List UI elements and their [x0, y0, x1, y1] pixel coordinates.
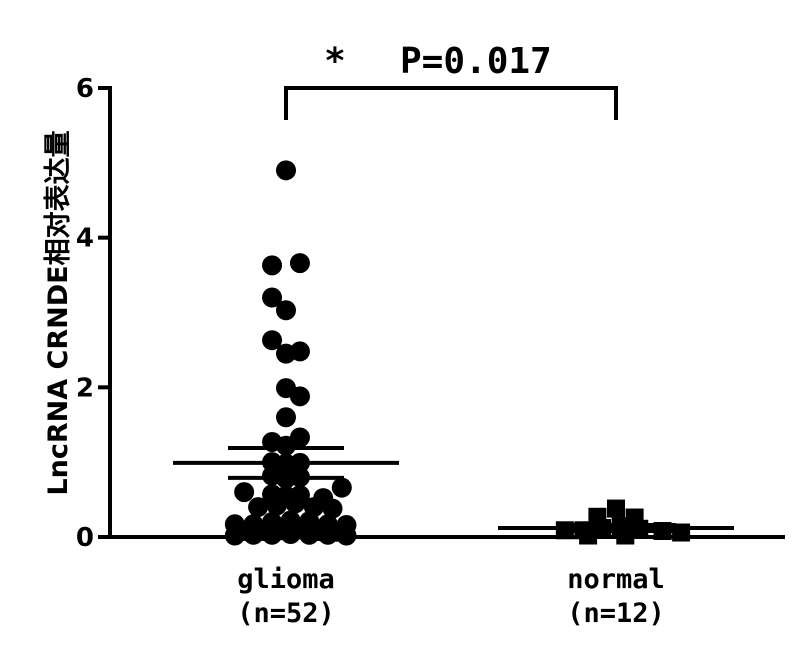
category-n-label-glioma: (n=52): [237, 598, 335, 629]
data-point-glioma: [332, 478, 352, 498]
category-label-glioma: glioma: [237, 564, 335, 595]
data-point-glioma: [262, 255, 282, 275]
data-point-glioma: [285, 493, 305, 513]
data-point-glioma: [276, 517, 296, 537]
significance-annotation: * P=0.017: [286, 41, 616, 120]
data-point-glioma: [276, 436, 296, 456]
data-point-glioma: [276, 300, 296, 320]
data-point-glioma: [290, 253, 310, 273]
y-tick-label: 0: [76, 523, 94, 553]
y-tick-label: 4: [76, 224, 94, 254]
y-axis-label: LncRNA CRNDE相对表达量: [43, 130, 74, 495]
data-point-glioma: [299, 525, 319, 545]
data-point-glioma: [290, 386, 310, 406]
data-point-glioma: [234, 482, 254, 502]
data-point-glioma: [225, 526, 245, 546]
p-value-label: P=0.017: [400, 41, 552, 82]
data-points: [225, 160, 690, 545]
data-point-glioma: [290, 341, 310, 361]
significance-star: *: [324, 41, 346, 82]
data-point-glioma: [248, 497, 268, 517]
data-point-glioma: [336, 526, 356, 546]
data-point-glioma: [243, 525, 263, 545]
y-tick-label: 2: [76, 373, 94, 403]
significance-bracket: [286, 88, 616, 120]
category-label-normal: normal: [567, 564, 665, 595]
data-point-glioma: [276, 160, 296, 180]
y-tick-label: 6: [76, 74, 94, 104]
category-n-label-normal: (n=12): [567, 598, 665, 629]
data-point-normal: [607, 500, 625, 518]
data-point-glioma: [318, 525, 338, 545]
axes: 0 2 4 6 glioma(n=52) normal(n=12): [76, 74, 785, 629]
data-point-glioma: [276, 407, 296, 427]
